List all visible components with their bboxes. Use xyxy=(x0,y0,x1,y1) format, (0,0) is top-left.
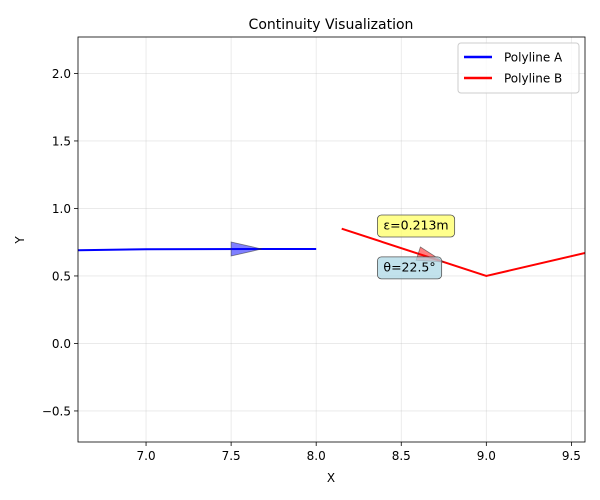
plot-area xyxy=(77,36,586,443)
angle-annotation-text: θ=22.5° xyxy=(383,259,435,274)
legend-label-a: Polyline A xyxy=(504,51,563,65)
y-axis-label: Y xyxy=(13,236,27,245)
x-tick-label: 9.5 xyxy=(562,449,581,463)
series-line-a xyxy=(78,247,317,252)
direction-arrow-a xyxy=(230,241,262,257)
chart-title: Continuity Visualization xyxy=(249,17,414,33)
x-tick-label: 7.0 xyxy=(137,449,156,463)
x-tick-label: 8.5 xyxy=(392,449,411,463)
x-tick-label: 7.5 xyxy=(222,449,241,463)
angle-annotation-box xyxy=(377,256,443,280)
y-tick-label: −0.5 xyxy=(42,404,71,418)
x-axis-label: X xyxy=(327,471,335,485)
gap-annotation-box xyxy=(377,214,456,238)
series-line-b xyxy=(341,227,585,277)
y-tick-label: 1.0 xyxy=(52,202,71,216)
legend: Polyline A Polyline B xyxy=(457,42,580,94)
gap-annotation: ε=0.213m xyxy=(377,214,456,238)
legend-frame xyxy=(457,42,580,94)
y-tick-label: 0.0 xyxy=(52,337,71,351)
legend-label-b: Polyline B xyxy=(504,72,562,86)
angle-annotation: θ=22.5° xyxy=(377,256,443,280)
x-tick-label: 8.0 xyxy=(307,449,326,463)
y-tick-label: 0.5 xyxy=(52,269,71,283)
annotation-layer: ε=0.213m θ=22.5° xyxy=(377,214,456,280)
x-tick-label: 9.0 xyxy=(477,449,496,463)
tick-layer: 7.0 7.5 8.0 8.5 9.0 9.5 −0.5 0.0 0.5 1.0 1.5 2.0 xyxy=(42,67,581,463)
y-tick-label: 2.0 xyxy=(52,67,71,81)
y-tick-label: 1.5 xyxy=(52,134,71,148)
gap-annotation-text: ε=0.213m xyxy=(383,218,448,233)
series-layer xyxy=(78,227,585,277)
grid xyxy=(78,37,585,442)
